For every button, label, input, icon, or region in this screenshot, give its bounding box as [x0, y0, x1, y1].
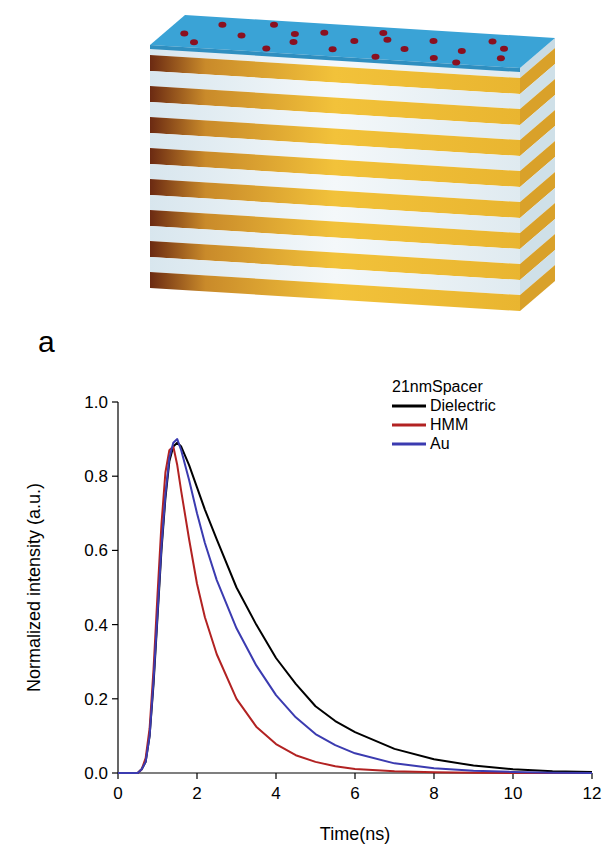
emitter — [372, 54, 380, 60]
y-tick — [112, 624, 118, 625]
y-tick-label: 0.0 — [84, 764, 108, 783]
emitter — [500, 46, 508, 52]
series-line — [118, 439, 592, 773]
legend-title: 21nmSpacer — [392, 378, 483, 395]
emitter — [379, 30, 387, 36]
y-tick-label: 0.4 — [84, 616, 108, 635]
panel-label: a — [38, 325, 55, 358]
emitter — [180, 31, 188, 37]
y-tick — [112, 772, 118, 773]
emitter — [262, 45, 270, 51]
y-tick — [112, 476, 118, 477]
emitter — [383, 37, 391, 43]
legend-label: Dielectric — [430, 397, 496, 414]
y-tick — [112, 698, 118, 699]
emitter — [320, 30, 328, 36]
emitter — [430, 55, 438, 61]
emitter — [489, 39, 497, 45]
legend-swatch — [392, 405, 426, 408]
emitter — [452, 60, 460, 66]
x-tick-label: 0 — [113, 784, 122, 803]
y-tick-label: 0.8 — [84, 467, 108, 486]
legend-swatch — [392, 424, 426, 427]
legend-swatch — [392, 443, 426, 446]
emitter — [190, 39, 198, 45]
y-tick — [112, 550, 118, 551]
x-tick — [275, 773, 276, 779]
top-face-edge — [150, 45, 520, 72]
y-tick-label: 0.2 — [84, 690, 108, 709]
figure: a 0.0 0.2 0.4 0.6 0.8 1.0 0 2 4 6 8 10 12 Time(ns) Norm… — [0, 0, 615, 864]
series-line — [118, 443, 592, 773]
x-tick-label: 8 — [429, 784, 438, 803]
legend-label: Au — [430, 435, 450, 452]
series-line — [118, 447, 592, 773]
emitter — [458, 48, 466, 54]
emitter — [401, 46, 409, 52]
emitter — [497, 55, 505, 61]
axes: 0.0 0.2 0.4 0.6 0.8 1.0 0 2 4 6 8 10 12 — [84, 393, 601, 803]
emitter — [290, 39, 298, 45]
emitter — [291, 31, 299, 37]
y-tick-label: 0.6 — [84, 541, 108, 560]
plot-area — [118, 439, 592, 773]
x-tick-label: 10 — [504, 784, 523, 803]
metal-layer — [150, 272, 520, 311]
x-tick — [433, 773, 434, 779]
emitter — [350, 38, 358, 44]
x-tick-label: 6 — [350, 784, 359, 803]
x-tick-label: 4 — [271, 784, 280, 803]
illustration — [150, 15, 555, 311]
metal-layer-side — [520, 265, 555, 311]
x-axis-title: Time(ns) — [320, 824, 390, 844]
emitter — [270, 22, 278, 28]
emitter — [218, 22, 226, 28]
emitter — [238, 33, 246, 39]
x-tick — [354, 773, 355, 779]
x-tick-label: 2 — [192, 784, 201, 803]
y-axis-title: Normalized intensity (a.u.) — [24, 483, 44, 692]
y-tick — [112, 401, 118, 402]
emitter — [430, 38, 438, 44]
x-tick — [196, 773, 197, 779]
emitter — [329, 46, 337, 52]
y-tick-label: 1.0 — [84, 393, 108, 412]
y-axis-line — [117, 402, 118, 773]
legend: 21nmSpacer Dielectric HMM Au — [392, 378, 496, 452]
x-tick-label: 12 — [583, 784, 602, 803]
legend-label: HMM — [430, 416, 468, 433]
